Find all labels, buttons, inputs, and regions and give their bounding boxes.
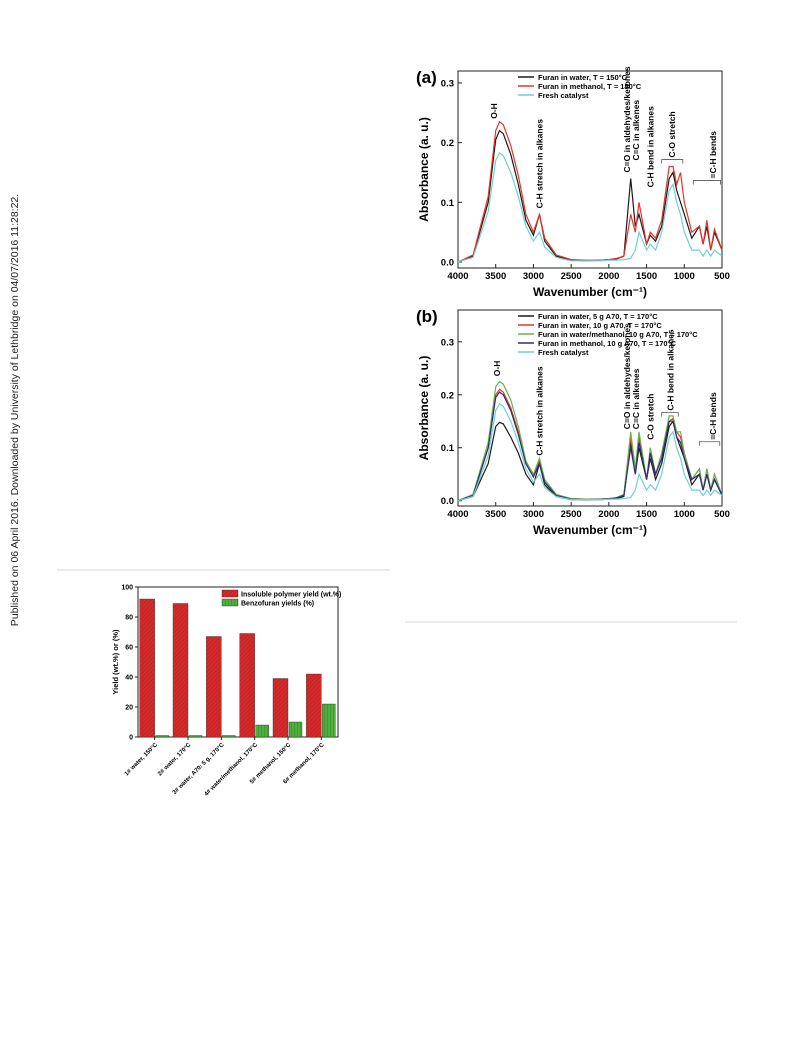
legend-swatch	[221, 589, 239, 598]
spectrum-line	[457, 151, 723, 263]
x-tick-label: 500	[714, 271, 730, 282]
legend-label: Furan in water, T = 150°C	[538, 73, 628, 82]
spectrum-line	[457, 129, 723, 263]
legend-label: Benzofuran yields (%)	[241, 601, 314, 608]
y-tick-label: 0.0	[441, 258, 454, 269]
x-tick-label: 4000	[447, 509, 468, 520]
y-tick-label: 20	[125, 705, 133, 712]
legend-label: Furan in water/methanol, 10 g A70, T = 1…	[538, 330, 698, 339]
bracket	[698, 441, 721, 446]
y-tick-label: 60	[125, 645, 133, 652]
x-tick-label: 2# water, 170°C	[157, 742, 193, 778]
y-tick-label: 0	[129, 735, 133, 742]
legend-label: Furan in methanol, 10 g A70, T = 170°C	[538, 339, 677, 348]
x-axis-title: Wavenumber (cm⁻¹)	[533, 285, 647, 299]
bar	[188, 735, 203, 738]
legend-label: Fresh catalyst	[538, 348, 589, 357]
peak-annotation: C=C in alkenes	[631, 100, 641, 161]
spectrum-line	[457, 391, 723, 502]
bar	[172, 603, 189, 738]
bracket	[692, 180, 721, 185]
y-tick-label: 0.2	[441, 138, 454, 149]
peak-annotation: C-H bend in alkanes	[666, 329, 676, 411]
bar	[272, 678, 289, 738]
bar	[306, 673, 322, 738]
bar	[222, 735, 236, 738]
y-tick-label: 80	[125, 615, 133, 622]
bracket	[661, 412, 679, 417]
peak-annotation: C-H stretch in alkanes	[534, 119, 544, 209]
bracket	[661, 159, 684, 164]
peak-annotation: C-H stretch in alkanes	[534, 366, 544, 456]
x-tick-label: 3500	[485, 509, 506, 520]
y-axis-title: Absorbance (a. u.)	[417, 117, 431, 222]
plot-frame	[137, 586, 339, 738]
peak-annotation: C-H bend in alkanes	[645, 106, 655, 188]
x-tick-label: 2500	[561, 271, 582, 282]
spectrum-line	[457, 402, 723, 502]
peak-annotation: C-O stretch	[645, 393, 655, 439]
y-tick-label: 0.1	[441, 198, 455, 209]
x-tick-label: 1000	[674, 509, 695, 520]
x-tick-label: 2000	[598, 271, 619, 282]
peak-annotation: =C-H bends	[708, 392, 718, 440]
legend-label: Insoluble polymer yield (wt.%)	[241, 592, 341, 599]
bar	[255, 724, 269, 738]
peak-annotation: O-H	[489, 103, 499, 119]
x-tick-label: 500	[714, 509, 730, 520]
y-axis-title: Yield (wt.%) or (%)	[111, 629, 120, 695]
plot-frame	[457, 309, 723, 507]
y-tick-label: 40	[125, 675, 133, 682]
y-tick-label: 0.3	[441, 78, 454, 89]
spectrum-line	[457, 419, 723, 502]
legend-swatch	[221, 598, 239, 607]
x-tick-label: 4# water/methanol, 170°C	[204, 742, 260, 798]
peak-annotation: O-H	[492, 361, 502, 377]
x-tick-label: 1500	[636, 509, 657, 520]
x-tick-label: 2500	[561, 509, 582, 520]
x-tick-label: 1000	[674, 271, 695, 282]
bar	[288, 721, 303, 738]
spectrum-line	[457, 380, 723, 502]
y-tick-label: 0.0	[441, 496, 454, 507]
x-tick-label: 1# water, 150°C	[124, 742, 160, 778]
peak-annotation: C-O stretch	[667, 111, 677, 157]
peak-annotation: C=O in aldehydes/ketones	[622, 66, 632, 172]
peak-annotation: C=C in alkenes	[631, 368, 641, 429]
x-tick-label: 1500	[636, 271, 657, 282]
x-tick-label: 3000	[523, 509, 544, 520]
x-tick-label: 3000	[523, 271, 544, 282]
peak-annotation: =C-H bends	[708, 131, 718, 179]
x-axis-title: Wavenumber (cm⁻¹)	[533, 523, 647, 537]
y-tick-label: 100	[121, 585, 133, 592]
x-tick-label: 3500	[485, 271, 506, 282]
legend-label: Furan in methanol, T = 150°C	[538, 82, 642, 91]
x-tick-label: 2000	[598, 509, 619, 520]
legend-label: Fresh catalyst	[538, 91, 589, 100]
legend-label: Furan in water, 5 g A70, T = 170°C	[538, 312, 658, 321]
y-axis-title: Absorbance (a. u.)	[417, 356, 431, 461]
peak-annotation: C=O in aldehydes/ketones	[622, 323, 632, 429]
y-tick-label: 0.1	[441, 443, 455, 454]
bar	[322, 703, 336, 738]
bar	[139, 598, 155, 738]
plot-frame	[457, 70, 723, 269]
bar	[239, 633, 255, 738]
legend-label: Furan in water, 10 g A70, T = 170°C	[538, 321, 662, 330]
spectrum-line	[457, 120, 723, 263]
panel-label: (b)	[416, 307, 438, 326]
y-tick-label: 0.2	[441, 390, 454, 401]
side-note: Published on 06 April 2016. Downloaded b…	[9, 194, 21, 626]
bar	[206, 636, 222, 738]
x-tick-label: 4000	[447, 271, 468, 282]
panel-label: (a)	[416, 68, 437, 87]
y-tick-label: 0.3	[441, 337, 454, 348]
bar	[155, 735, 169, 738]
